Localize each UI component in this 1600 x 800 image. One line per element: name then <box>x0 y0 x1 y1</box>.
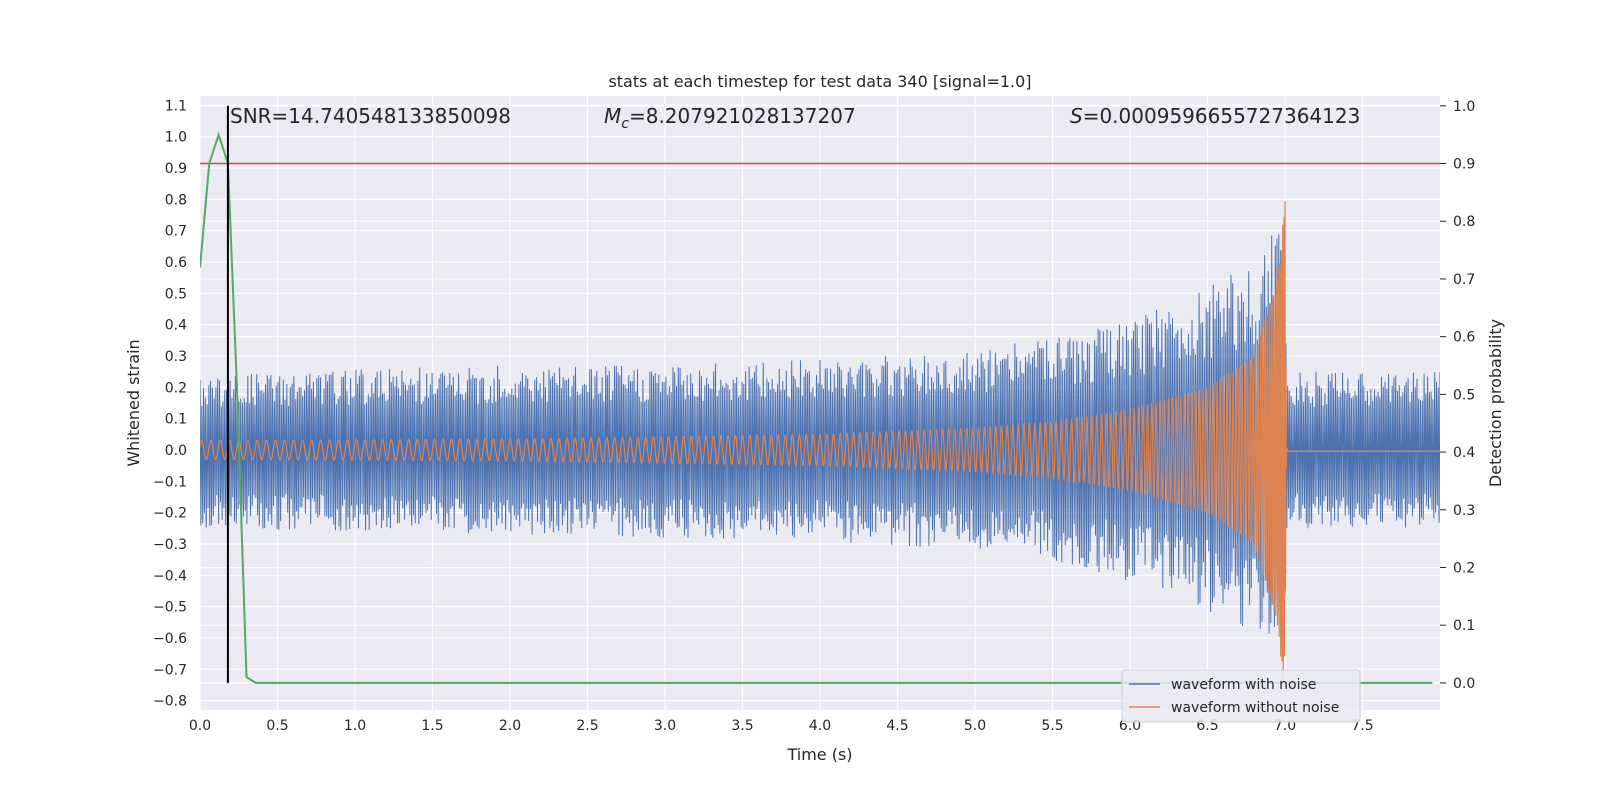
y-tick-label: −0.3 <box>153 537 187 553</box>
chirp-mass-value: =8.207921028137207 <box>629 104 856 128</box>
chirp-mass-annotation: Mc=8.207921028137207 <box>604 104 856 132</box>
series-detection-probability <box>200 131 1433 684</box>
y-tick-label: 0.6 <box>165 255 187 271</box>
y2-tick-label: 0.2 <box>1453 560 1475 576</box>
chart-title: stats at each timestep for test data 340… <box>608 72 1031 91</box>
y-tick-label: 0.7 <box>165 224 187 240</box>
x-tick-label: 0.0 <box>189 718 211 734</box>
x-tick-label: 1.5 <box>421 718 443 734</box>
y-tick-label: 0.1 <box>165 412 187 428</box>
y2-axis-ticks: 1.0 0.9 0.8 0.7 0.6 0.5 0.4 0.3 0.2 0.1 0.0 <box>1440 99 1475 692</box>
y2-tick-label: 0.9 <box>1453 157 1475 173</box>
y-tick-label: −0.2 <box>153 506 187 522</box>
y-tick-label: 0.5 <box>165 286 187 302</box>
y-tick-label: −0.8 <box>153 694 187 710</box>
y-axis-label: Whitened strain <box>124 339 143 466</box>
y2-axis-label: Detection probability <box>1486 319 1505 487</box>
series-waveform-with-noise <box>200 234 1440 637</box>
y-tick-label: 1.0 <box>165 130 187 146</box>
y2-tick-label: 0.7 <box>1453 272 1475 288</box>
y-axis-ticks: 1.1 1.0 0.9 0.8 0.7 0.6 0.5 0.4 0.3 0.2 0.1 0.0 −0.1… <box>153 98 187 709</box>
x-tick-label: 3.5 <box>731 718 753 734</box>
y2-tick-label: 0.3 <box>1453 503 1475 519</box>
y2-tick-label: 1.0 <box>1453 99 1475 115</box>
chirp-mass-subscript: c <box>621 116 629 132</box>
legend-box <box>1121 669 1361 723</box>
legend: waveform with noise waveform without noi… <box>1121 669 1361 723</box>
y-tick-label: −0.7 <box>153 662 187 678</box>
y-tick-label: −0.5 <box>153 600 187 616</box>
x-axis-label: Time (s) <box>786 745 852 764</box>
x-tick-label: 5.5 <box>1041 718 1063 734</box>
y2-tick-label: 0.1 <box>1453 618 1475 634</box>
y2-tick-label: 0.5 <box>1453 387 1475 403</box>
y-tick-label: 0.2 <box>165 380 187 396</box>
x-tick-label: 1.0 <box>344 718 366 734</box>
y-tick-label: 0.0 <box>165 443 187 459</box>
x-tick-label: 2.0 <box>499 718 521 734</box>
y-tick-label: 0.3 <box>165 349 187 365</box>
y-tick-label: 0.9 <box>165 161 187 177</box>
y2-tick-label: 0.0 <box>1453 676 1475 692</box>
significance-annotation: S=0.0009596655727364123 <box>1070 104 1360 128</box>
y-tick-label: −0.1 <box>153 474 187 490</box>
legend-label-waveform-with-noise: waveform with noise <box>1171 677 1316 693</box>
snr-annotation: SNR=14.740548133850098 <box>230 104 511 128</box>
y2-tick-label: 0.8 <box>1453 214 1475 230</box>
y2-tick-label: 0.4 <box>1453 445 1475 461</box>
x-tick-label: 3.0 <box>654 718 676 734</box>
chirp-mass-symbol: M <box>604 104 621 128</box>
y-tick-label: 0.4 <box>165 318 187 334</box>
y-tick-label: 0.8 <box>165 192 187 208</box>
x-tick-label: 4.5 <box>886 718 908 734</box>
x-tick-label: 0.5 <box>266 718 288 734</box>
x-tick-label: 4.0 <box>809 718 831 734</box>
significance-symbol: S <box>1070 104 1083 128</box>
y2-tick-label: 0.6 <box>1453 330 1475 346</box>
y-tick-label: 1.1 <box>165 98 187 114</box>
series-waveform-without-noise <box>200 201 1440 683</box>
x-tick-label: 2.5 <box>576 718 598 734</box>
legend-label-waveform-without-noise: waveform without noise <box>1171 700 1339 716</box>
y-tick-label: −0.4 <box>153 568 187 584</box>
significance-value: =0.0009596655727364123 <box>1083 104 1361 128</box>
x-tick-label: 5.0 <box>964 718 986 734</box>
y-tick-label: −0.6 <box>153 631 187 647</box>
